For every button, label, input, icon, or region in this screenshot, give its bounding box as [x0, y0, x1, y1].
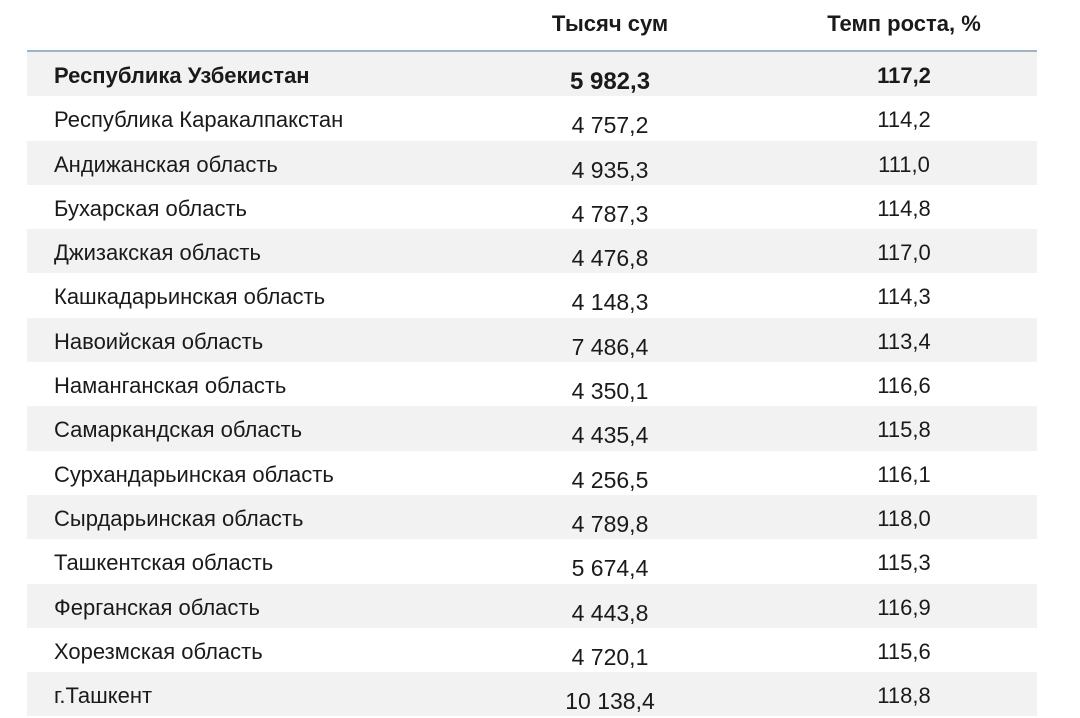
- table-row: Навоийская область 7 486,4 113,4: [27, 317, 1037, 363]
- value-thousand-sum: 10 138,4: [565, 688, 655, 715]
- table-row: Андижанская область 4 935,3 111,0: [27, 140, 1037, 185]
- table-row: Ферганская область 4 443,8 116,9: [27, 583, 1037, 628]
- region-name: Сырдарьинская область: [54, 505, 304, 531]
- region-name: Хорезмская область: [54, 638, 263, 664]
- region-name: Республика Узбекистан: [54, 63, 310, 88]
- growth-rate: 114,2: [877, 107, 931, 133]
- value-thousand-sum: 4 789,8: [571, 510, 649, 537]
- table-header: Тысяч сум Темп роста, %: [27, 0, 1037, 52]
- table-row-total: Республика Узбекистан 5 982,3 117,2: [27, 52, 1037, 97]
- growth-rate: 111,0: [878, 151, 930, 177]
- value-thousand-sum: 5 982,3: [569, 68, 651, 95]
- region-name: Ферганская область: [54, 594, 260, 620]
- growth-rate: 116,1: [877, 461, 931, 487]
- region-name: Республика Каракалпакстан: [54, 107, 344, 133]
- region-name: г.Ташкент: [54, 683, 153, 709]
- value-thousand-sum: 4 148,3: [571, 289, 649, 316]
- value-thousand-sum: 4 435,4: [571, 422, 649, 449]
- table-row: Республика Каракалпакстан 4 757,2 114,2: [27, 96, 1037, 141]
- value-thousand-sum: 4 757,2: [571, 112, 649, 139]
- value-thousand-sum: 5 674,4: [571, 555, 649, 582]
- region-name: Андижанская область: [54, 151, 278, 177]
- region-name: Кашкадарьинская область: [54, 284, 326, 310]
- growth-rate: 115,8: [877, 417, 931, 443]
- region-name: Сурхандарьинская область: [54, 461, 334, 487]
- table-row: Наманганская область 4 350,1 116,6: [27, 362, 1037, 407]
- growth-rate: 115,6: [877, 638, 931, 664]
- value-thousand-sum: 4 476,8: [571, 245, 649, 272]
- growth-rate: 114,8: [877, 195, 931, 221]
- table-body: Республика Узбекистан 5 982,3 117,2 Республ…: [27, 52, 1037, 717]
- region-name: Самаркандская область: [54, 417, 303, 443]
- table-row: Джизакская область 4 476,8 117,0: [27, 229, 1037, 274]
- table-row: Бухарская область 4 787,3 114,8: [27, 184, 1037, 230]
- value-thousand-sum: 4 256,5: [571, 466, 649, 493]
- value-thousand-sum: 4 935,3: [571, 156, 649, 183]
- table-row: Хорезмская область 4 720,1 115,6: [27, 627, 1037, 673]
- header-value: Тысяч сум: [551, 11, 669, 36]
- growth-rate: 117,0: [877, 240, 931, 266]
- table-row: Сырдарьинская область 4 789,8 118,0: [27, 494, 1037, 540]
- table-row: Самаркандская область 4 435,4 115,8: [27, 406, 1037, 451]
- growth-rate: 116,6: [877, 373, 931, 399]
- region-name: Джизакская область: [54, 240, 261, 266]
- region-name: Бухарская область: [54, 195, 248, 221]
- table-row: Кашкадарьинская область 4 148,3 114,3: [27, 273, 1037, 318]
- growth-rate: 118,8: [877, 683, 931, 709]
- growth-rate: 113,4: [877, 328, 931, 354]
- growth-rate: 115,3: [877, 550, 931, 576]
- table-row: г.Ташкент 10 138,4 118,8: [27, 672, 1037, 717]
- value-thousand-sum: 4 720,1: [571, 643, 649, 670]
- growth-rate: 117,2: [877, 63, 931, 88]
- growth-rate: 118,0: [877, 505, 931, 531]
- value-thousand-sum: 4 350,1: [571, 378, 649, 405]
- growth-rate: 114,3: [877, 284, 931, 310]
- header-growth: Темп роста, %: [827, 11, 981, 36]
- value-thousand-sum: 7 486,4: [571, 333, 649, 360]
- value-thousand-sum: 4 787,3: [571, 200, 649, 227]
- regional-table: Тысяч сум Темп роста, % Республика Узбек…: [27, 0, 1037, 717]
- region-name: Ташкентская область: [54, 550, 274, 576]
- region-name: Наманганская область: [54, 373, 287, 399]
- value-thousand-sum: 4 443,8: [571, 599, 649, 626]
- region-name: Навоийская область: [54, 328, 264, 354]
- growth-rate: 116,9: [877, 594, 931, 620]
- table-row: Сурхандарьинская область 4 256,5 116,1: [27, 450, 1037, 495]
- table-row: Ташкентская область 5 674,4 115,3: [27, 539, 1037, 584]
